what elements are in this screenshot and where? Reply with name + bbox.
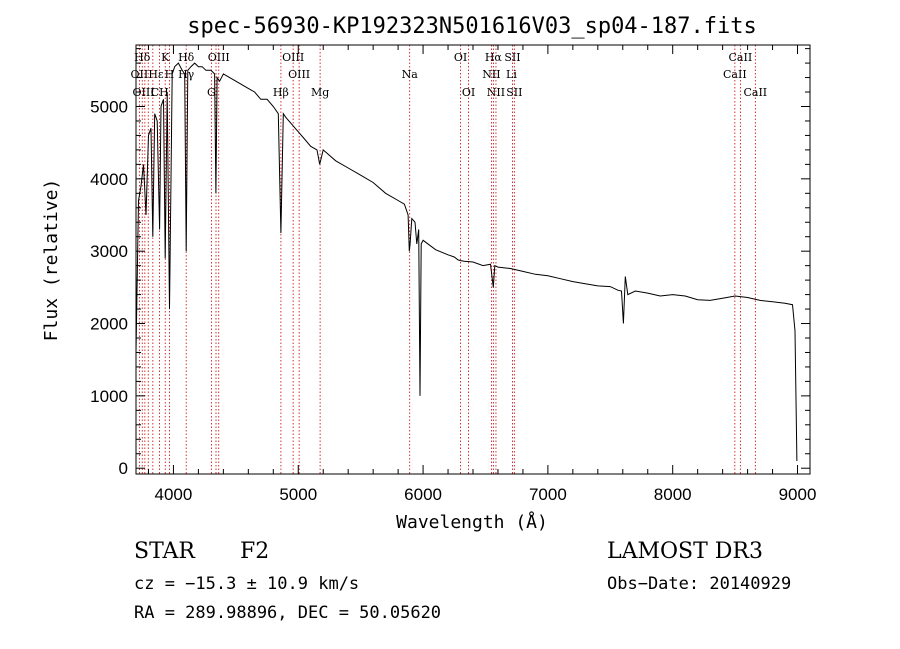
line-label: Hβ <box>273 86 289 99</box>
survey-name: LAMOST DR3 <box>607 539 763 564</box>
line-label: Hγ <box>178 68 195 81</box>
y-tick-label: 5000 <box>90 97 128 116</box>
line-label: Mg <box>311 86 329 99</box>
line-label: Na <box>402 68 419 81</box>
spectral-subclass: F2 <box>240 539 270 564</box>
line-label: OIII <box>208 51 230 64</box>
line-label: SII <box>504 51 520 64</box>
line-label: Hδ <box>178 51 195 64</box>
x-axis: 4000 5000 6000 7000 8000 9000 <box>147 45 817 504</box>
y-tick-label: 4000 <box>90 170 128 189</box>
line-label: Hε <box>148 68 164 81</box>
y-tick-label: 2000 <box>90 315 128 334</box>
observation-date: Obs−Date: 20140929 <box>607 574 792 594</box>
x-tick-label: 6000 <box>404 485 442 504</box>
y-tick-label: 0 <box>119 459 128 478</box>
line-label: NII <box>487 86 505 99</box>
y-axis-label: Flux (relative) <box>41 179 62 342</box>
object-type: STAR <box>134 539 195 564</box>
line-label: CaII <box>729 51 753 64</box>
line-label: NII <box>482 68 500 81</box>
x-tick-label: 9000 <box>779 485 817 504</box>
line-label: OI <box>454 51 467 64</box>
line-label: CaII <box>723 68 747 81</box>
line-label: CH <box>151 86 169 99</box>
line-label: H <box>165 68 175 81</box>
line-label: OII <box>131 68 149 81</box>
line-label: SII <box>506 86 522 99</box>
line-label: K <box>161 51 170 64</box>
spectrum-chart: spec-56930-KP192323N501616V03_sp04-187.f… <box>41 14 817 533</box>
plot-frame <box>135 44 811 475</box>
y-tick-label: 1000 <box>90 387 128 406</box>
line-label: Hα <box>485 51 503 64</box>
y-tick-label: 3000 <box>90 242 128 261</box>
line-label: G <box>207 86 216 99</box>
spectrum-line <box>135 62 798 462</box>
line-label: OIII <box>282 51 304 64</box>
chart-title: spec-56930-KP192323N501616V03_sp04-187.f… <box>187 14 757 39</box>
line-label: OI <box>462 86 475 99</box>
line-label: CaII <box>743 86 767 99</box>
ra-dec: RA = 289.98896, DEC = 50.05620 <box>134 603 442 623</box>
line-label: Hδ <box>134 51 151 64</box>
x-tick-label: 7000 <box>529 485 567 504</box>
x-axis-label: Wavelength (Å) <box>396 511 548 533</box>
x-tick-label: 8000 <box>654 485 692 504</box>
line-label: OIII <box>132 86 154 99</box>
line-label: Li <box>506 68 517 81</box>
y-axis: 0 1000 2000 3000 4000 5000 <box>90 48 810 478</box>
redshift-cz: cz = −15.3 ± 10.9 km/s <box>134 574 360 594</box>
line-label: OIII <box>288 68 310 81</box>
x-tick-label: 4000 <box>155 485 193 504</box>
line-markers <box>138 45 756 474</box>
x-tick-label: 5000 <box>279 485 317 504</box>
